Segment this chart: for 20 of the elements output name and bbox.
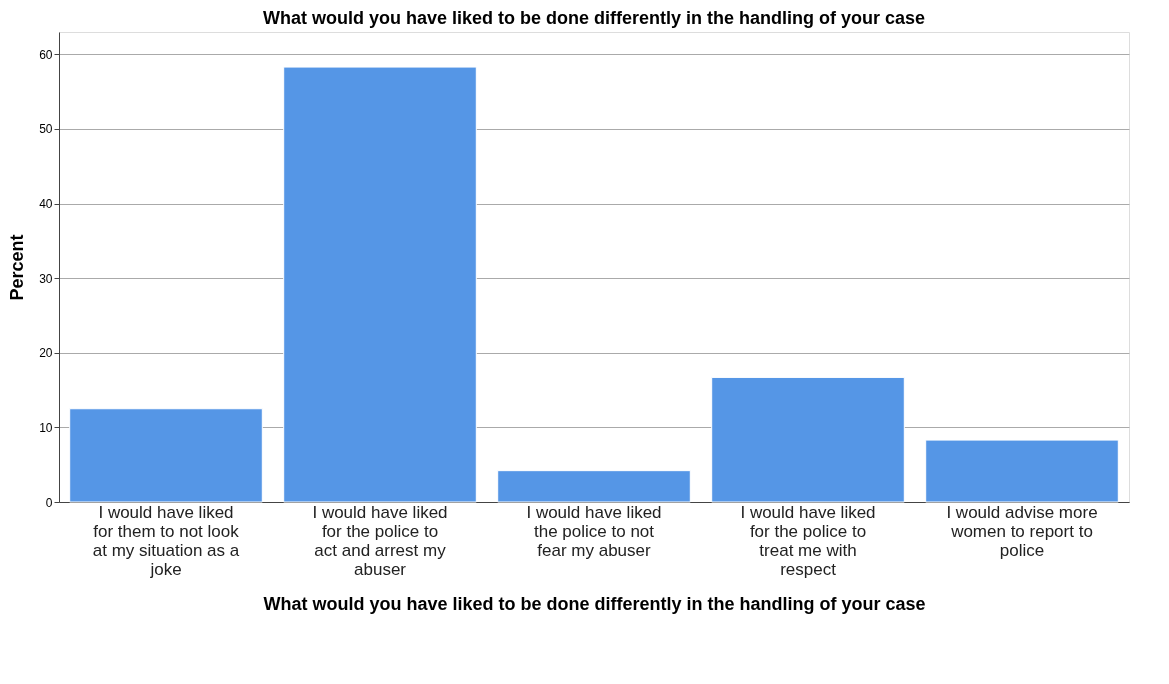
y-tick-label: 50	[39, 122, 53, 137]
y-tick-label: 20	[39, 346, 53, 361]
x-tick-label: I would advise more women to report to police	[946, 502, 1098, 560]
bar	[497, 470, 691, 503]
x-tick-label: I would have liked the police to not fear my abuser	[526, 502, 662, 560]
bar	[69, 408, 263, 503]
y-axis-title: Percent	[7, 234, 28, 301]
chart-title: What would you have liked to be done differently in the handling of your case	[262, 8, 926, 28]
x-tick-label: I would have liked for the police to treat me with respect	[740, 502, 876, 579]
y-tick-label: 40	[39, 197, 53, 212]
y-tick-label: 10	[39, 420, 53, 435]
bar	[711, 376, 905, 503]
bar	[283, 66, 477, 503]
x-tick-label: I would have liked for the police to act and arrest my abuser	[312, 502, 448, 579]
y-tick-label: 30	[39, 271, 53, 286]
x-axis-title: What would you have liked to be done differently in the handling of your case	[263, 593, 926, 614]
bar	[925, 439, 1119, 503]
y-tick-label: 0	[45, 495, 53, 510]
x-tick-label: I would have liked for them to not look at my situation as a joke	[92, 502, 240, 579]
y-tick-label: 60	[39, 47, 53, 62]
